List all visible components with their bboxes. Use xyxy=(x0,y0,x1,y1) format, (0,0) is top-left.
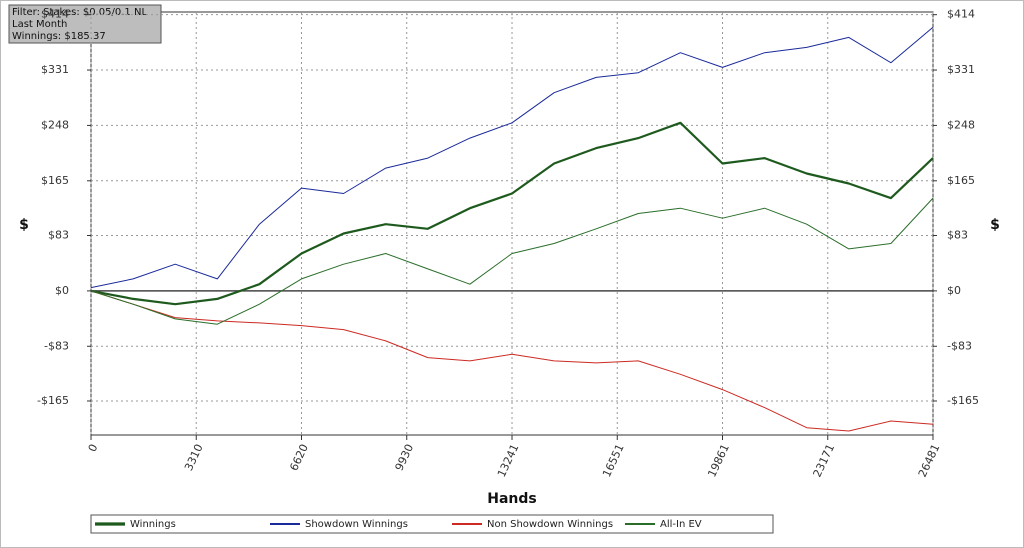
series-line xyxy=(90,197,934,325)
y2-tick-label: -$165 xyxy=(947,394,979,407)
y2-tick-label: $0 xyxy=(947,284,961,297)
legend-label: Non Showdown Winnings xyxy=(487,519,613,530)
legend: Winnings Showdown Winnings Non Showdown Wi… xyxy=(95,519,702,530)
y-tick-label: $248 xyxy=(41,118,69,131)
series-line xyxy=(90,26,934,289)
legend-label: All-In EV xyxy=(660,519,702,530)
y-tick-label: $331 xyxy=(41,63,69,76)
y-axis-title: $ xyxy=(19,217,29,233)
x-tick-label: 0 xyxy=(86,442,101,454)
info-background xyxy=(8,4,162,44)
series-line xyxy=(90,121,934,306)
x-axis-title: Hands xyxy=(487,491,537,507)
y2-tick-label: $165 xyxy=(947,174,975,187)
y2-tick-label: -$83 xyxy=(947,339,972,352)
info-line: Last Month xyxy=(12,19,67,30)
info-line: Winnings: $185.37 xyxy=(12,31,106,42)
y2-tick-label: $83 xyxy=(947,229,968,242)
y-tick-label: -$83 xyxy=(44,339,69,352)
info-box: Filter: Stakes: $0.05/0.1 NL Last Month … xyxy=(8,4,162,44)
y2-tick-label: $248 xyxy=(947,118,975,131)
info-line: Filter: Stakes: $0.05/0.1 NL xyxy=(12,7,147,18)
y-tick-label: $414 xyxy=(41,8,69,21)
y-tick-label: -$165 xyxy=(37,394,69,407)
y2-tick-label: $331 xyxy=(947,63,975,76)
legend-box xyxy=(90,514,774,534)
y2-tick-label: $414 xyxy=(947,8,975,21)
series-line xyxy=(90,290,934,432)
y-tick-label: $83 xyxy=(48,229,69,242)
y-tick-label: $165 xyxy=(41,174,69,187)
y2-axis-title: $ xyxy=(990,217,1000,233)
legend-label: Showdown Winnings xyxy=(305,519,408,530)
y-tick-label: $0 xyxy=(55,284,69,297)
legend-label: Winnings xyxy=(130,519,176,530)
